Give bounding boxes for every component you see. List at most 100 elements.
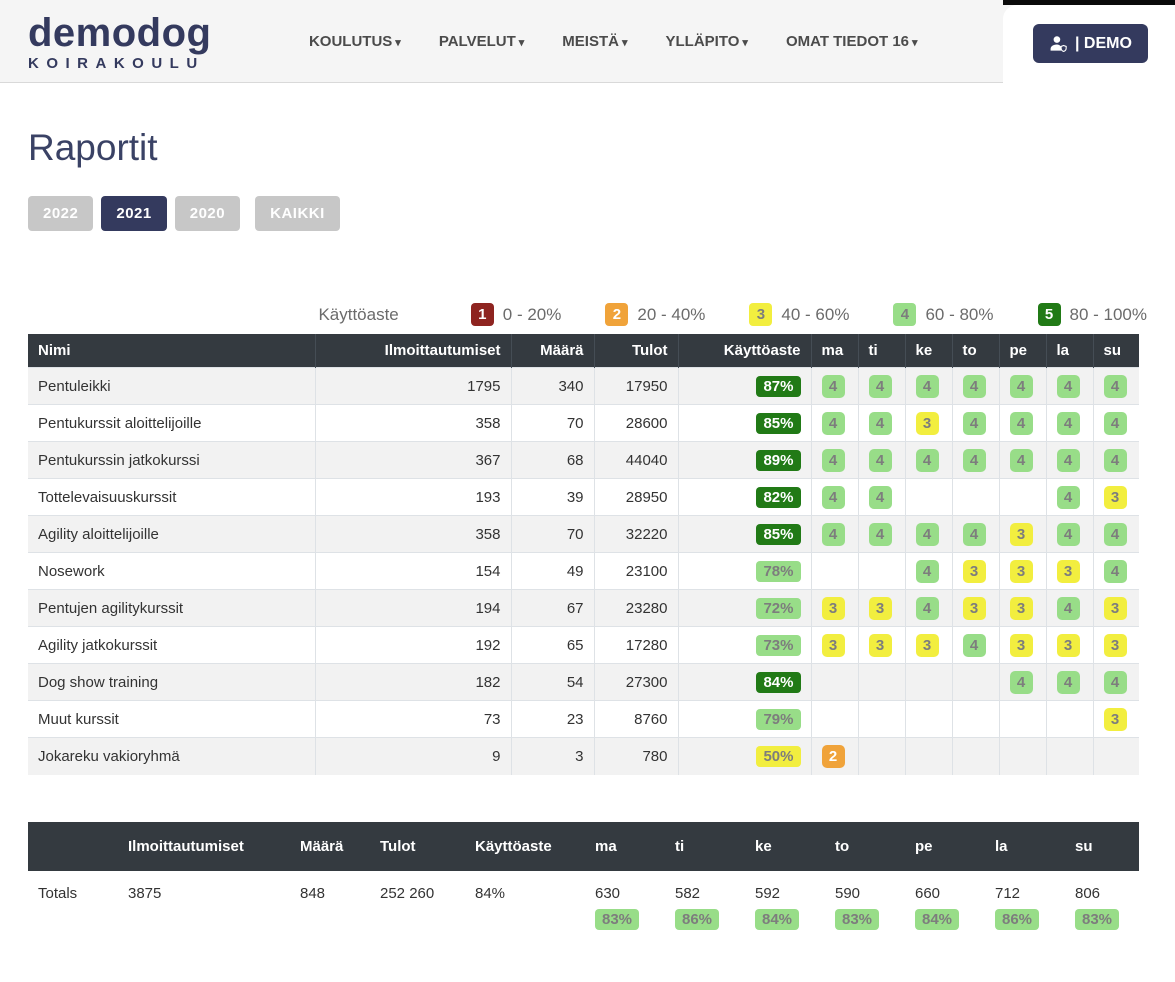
day-score-badge: 3 xyxy=(1103,633,1127,657)
nav-item-koulutus[interactable]: KOULUTUS ▾ xyxy=(309,33,401,50)
totals-day-pct-badge: 84% xyxy=(755,908,800,930)
day-score-badge: 4 xyxy=(1056,411,1080,435)
table-row: Tottelevaisuuskurssit 193 39 28950 82% 4 4 4 3 xyxy=(28,478,1139,516)
totals-day-cell: 630 83% xyxy=(585,870,665,938)
totals-day-cell: 712 86% xyxy=(985,870,1065,938)
day-score-badge: 4 xyxy=(821,522,845,546)
page-title: Raportit xyxy=(28,127,158,168)
col-nimi: Nimi xyxy=(28,334,315,368)
count-value: 67 xyxy=(510,589,594,627)
day-score-badge: 4 xyxy=(1009,374,1033,398)
totals-day-value: 582 xyxy=(675,884,701,902)
day-score-cell: 4 xyxy=(998,404,1046,442)
income-value: 44040 xyxy=(593,441,678,479)
col-la: la xyxy=(1045,334,1093,368)
nav-item-meista[interactable]: MEISTÄ ▾ xyxy=(562,33,627,50)
nav-item-omat-tiedot[interactable]: OMAT TIEDOT 16 ▾ xyxy=(786,33,918,50)
legend-item-1: 1 0 - 20% xyxy=(470,303,561,326)
utilization-badge: 78% xyxy=(756,560,801,582)
day-score-badge: 4 xyxy=(868,448,892,472)
year-button-kaikki[interactable]: KAIKKI xyxy=(255,196,340,231)
day-score-cell: 3 xyxy=(998,626,1046,664)
table-row: Dog show training 182 54 27300 84% 4 4 4 xyxy=(28,663,1139,701)
enrollments-value: 9 xyxy=(314,737,511,775)
day-score-cell: 4 xyxy=(857,478,905,516)
col-empty xyxy=(28,821,118,871)
count-value: 23 xyxy=(510,700,594,738)
day-score-cell: 3 xyxy=(857,589,905,627)
nav-item-palvelut[interactable]: PALVELUT ▾ xyxy=(439,33,524,50)
col-pe: pe xyxy=(998,334,1046,368)
income-value: 780 xyxy=(593,737,678,775)
day-score-cell: 3 xyxy=(951,589,999,627)
table-row: Agility jatkokurssit 192 65 17280 73% 3 3 3 4 3 3 3 xyxy=(28,626,1139,664)
totals-row: Totals 3875 848 252 260 84% 630 83% 582 86%… xyxy=(28,870,1139,938)
day-score-cell xyxy=(904,663,952,701)
day-score-badge: 4 xyxy=(962,448,986,472)
day-score-cell xyxy=(810,663,858,701)
col-ke: ke xyxy=(904,334,952,368)
course-name: Agility jatkokurssit xyxy=(28,626,315,664)
day-score-cell: 4 xyxy=(810,367,858,405)
col-maara: Määrä xyxy=(510,334,594,368)
day-score-cell: 4 xyxy=(904,552,952,590)
totals-utilization: 84% xyxy=(465,870,585,938)
score-5-swatch: 5 xyxy=(1037,303,1061,326)
enrollments-value: 193 xyxy=(314,478,511,516)
income-value: 17950 xyxy=(593,367,678,405)
utilization-cell: 79% xyxy=(677,700,811,738)
enrollments-value: 358 xyxy=(314,515,511,553)
logo[interactable]: demodog KOIRAKOULU xyxy=(0,10,211,72)
user-shield-icon xyxy=(1049,34,1068,53)
day-score-cell: 4 xyxy=(998,663,1046,701)
day-score-cell: 4 xyxy=(904,367,952,405)
totals-day-cell: 806 83% xyxy=(1065,870,1139,938)
year-button-2021[interactable]: 2021 xyxy=(101,196,167,231)
account-demo-button[interactable]: | DEMO xyxy=(1033,24,1148,63)
totals-header-row: Ilmoittautumiset Määrä Tulot Käyttöaste … xyxy=(28,821,1139,871)
enrollments-value: 1795 xyxy=(314,367,511,405)
day-score-badge: 3 xyxy=(1009,559,1033,583)
course-name: Pentuleikki xyxy=(28,367,315,405)
chevron-down-icon: ▾ xyxy=(395,36,401,49)
chevron-down-icon: ▾ xyxy=(742,36,748,49)
day-score-cell xyxy=(857,663,905,701)
day-score-cell: 4 xyxy=(1092,367,1139,405)
day-score-cell xyxy=(857,552,905,590)
day-score-badge: 4 xyxy=(868,374,892,398)
day-score-cell: 4 xyxy=(857,404,905,442)
chevron-down-icon: ▾ xyxy=(621,36,628,49)
day-score-badge: 4 xyxy=(1009,448,1033,472)
utilization-badge: 82% xyxy=(756,486,801,508)
count-value: 49 xyxy=(510,552,594,590)
utilization-badge: 84% xyxy=(756,671,801,693)
day-score-badge: 4 xyxy=(1103,522,1127,546)
utilization-cell: 78% xyxy=(677,552,811,590)
day-score-badge: 3 xyxy=(1056,633,1080,657)
chevron-down-icon: ▾ xyxy=(518,36,525,49)
day-score-cell: 3 xyxy=(1045,552,1093,590)
day-score-cell: 3 xyxy=(998,515,1046,553)
course-name: Pentujen agilitykurssit xyxy=(28,589,315,627)
day-score-cell: 3 xyxy=(904,626,952,664)
day-score-badge: 4 xyxy=(1056,374,1080,398)
day-score-cell: 4 xyxy=(1092,441,1139,479)
day-score-badge: 3 xyxy=(915,633,939,657)
year-button-2020[interactable]: 2020 xyxy=(174,196,241,231)
totals-day-value: 590 xyxy=(835,884,861,902)
day-score-badge: 2 xyxy=(821,744,845,768)
col-maara: Määrä xyxy=(290,821,370,871)
col-kayttoaste: Käyttöaste xyxy=(677,334,811,368)
col-ti: ti xyxy=(665,821,745,871)
day-score-cell: 2 xyxy=(810,737,858,775)
income-value: 8760 xyxy=(593,700,678,738)
day-score-badge: 4 xyxy=(915,596,939,620)
day-score-cell: 4 xyxy=(1092,552,1139,590)
nav-item-yllapito[interactable]: YLLÄPITO ▾ xyxy=(666,33,748,50)
income-value: 28600 xyxy=(593,404,678,442)
col-tulot: Tulot xyxy=(593,334,678,368)
year-button-2022[interactable]: 2022 xyxy=(28,196,94,231)
totals-day-value: 660 xyxy=(915,884,941,902)
day-score-cell: 4 xyxy=(857,441,905,479)
